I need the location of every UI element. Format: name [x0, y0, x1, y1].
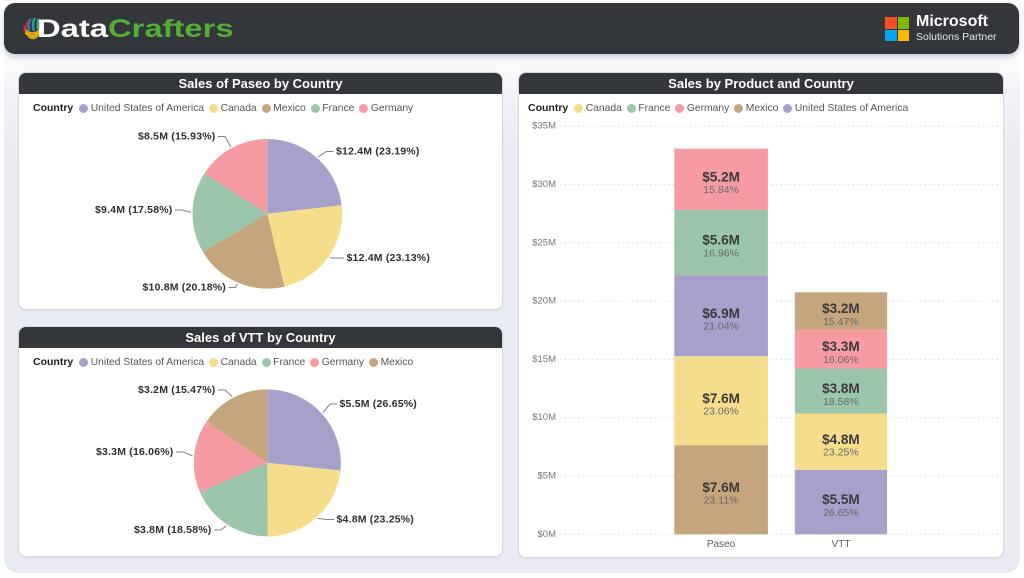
svg-text:$3.8M (18.58%): $3.8M (18.58%)	[134, 524, 212, 536]
svg-text:26.65%: 26.65%	[823, 507, 859, 519]
svg-text:$12.4M (23.13%): $12.4M (23.13%)	[347, 252, 431, 264]
svg-text:16.06%: 16.06%	[823, 354, 859, 366]
svg-text:$20M: $20M	[532, 296, 556, 307]
svg-text:$10M: $10M	[532, 412, 556, 423]
svg-text:$5.5M (26.65%): $5.5M (26.65%)	[340, 398, 418, 410]
svg-text:$25M: $25M	[532, 237, 556, 248]
svg-text:$7.6M: $7.6M	[702, 480, 740, 495]
svg-text:$4.8M: $4.8M	[822, 432, 860, 447]
svg-text:$3.3M (16.06%): $3.3M (16.06%)	[96, 446, 174, 458]
svg-text:$15M: $15M	[532, 354, 556, 365]
svg-text:21.04%: 21.04%	[703, 321, 739, 333]
svg-text:VTT: VTT	[832, 539, 851, 550]
svg-text:23.06%: 23.06%	[703, 406, 739, 418]
svg-text:23.11%: 23.11%	[704, 495, 739, 507]
svg-text:$5.2M: $5.2M	[702, 169, 740, 184]
svg-text:$8.5M (15.93%): $8.5M (15.93%)	[138, 131, 216, 143]
svg-text:$3.8M: $3.8M	[822, 381, 860, 396]
svg-text:$5.6M: $5.6M	[702, 233, 740, 248]
svg-text:$3.3M: $3.3M	[822, 339, 860, 354]
svg-text:$5M: $5M	[538, 471, 557, 482]
svg-text:$5.5M: $5.5M	[822, 492, 860, 507]
svg-text:$3.2M (15.47%): $3.2M (15.47%)	[138, 384, 216, 396]
svg-text:15.84%: 15.84%	[703, 184, 739, 196]
svg-text:23.25%: 23.25%	[823, 447, 859, 459]
svg-text:$12.4M (23.19%): $12.4M (23.19%)	[336, 146, 420, 158]
svg-text:15.47%: 15.47%	[823, 316, 859, 328]
svg-text:$4.8M (23.25%): $4.8M (23.25%)	[337, 514, 415, 526]
svg-text:$6.9M: $6.9M	[702, 306, 740, 321]
svg-text:$10.8M (20.18%): $10.8M (20.18%)	[142, 282, 226, 294]
svg-text:16.96%: 16.96%	[703, 247, 739, 259]
svg-text:Paseo: Paseo	[707, 539, 736, 550]
svg-text:$9.4M (17.58%): $9.4M (17.58%)	[95, 204, 173, 216]
svg-text:18.58%: 18.58%	[823, 396, 859, 408]
svg-text:$30M: $30M	[532, 179, 556, 190]
svg-text:$0M: $0M	[538, 529, 557, 540]
svg-text:$35M: $35M	[532, 121, 556, 132]
svg-text:$3.2M: $3.2M	[822, 301, 860, 316]
svg-text:$7.6M: $7.6M	[702, 391, 740, 406]
